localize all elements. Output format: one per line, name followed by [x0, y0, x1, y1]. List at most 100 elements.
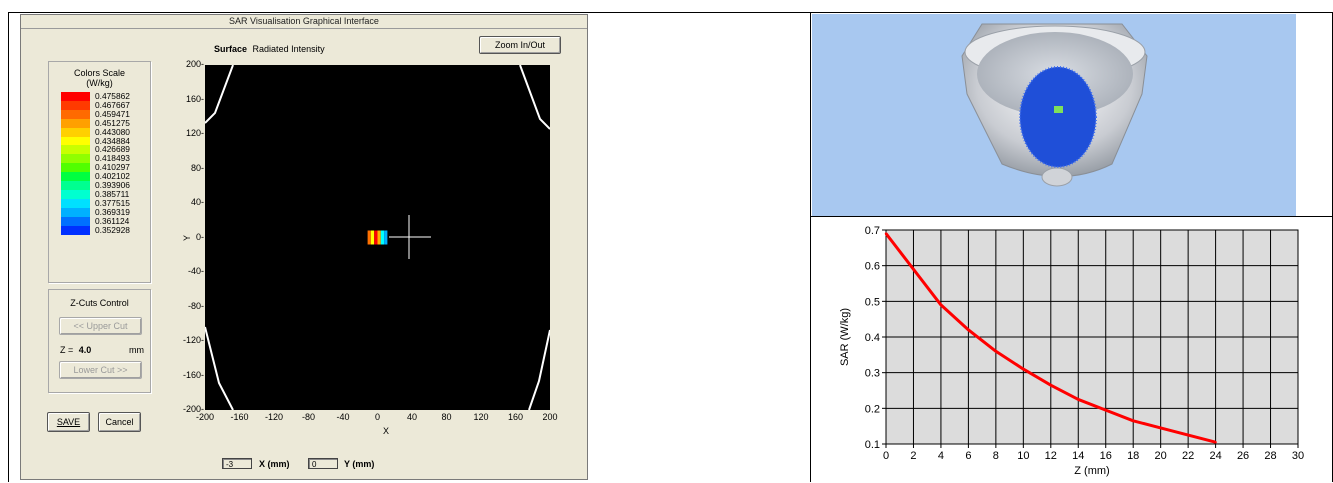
surface-x-tick: -120: [264, 412, 283, 422]
x-tick-label: 14: [1072, 450, 1084, 462]
color-scale-value: 0.377515: [95, 197, 130, 208]
hotspot-band: [380, 230, 385, 245]
color-scale-entry: 0.459471: [49, 108, 149, 119]
y-coord-field[interactable]: 0: [308, 458, 338, 469]
color-scale-title: Colors Scale: [73, 68, 126, 78]
x-tick-label: 18: [1127, 450, 1139, 462]
color-swatch: [61, 118, 90, 128]
phantom-outline-right-bottom: [528, 329, 550, 410]
color-swatch: [61, 163, 90, 173]
sar-data-point: [1049, 383, 1052, 387]
surface-x-tick: 160: [507, 412, 524, 422]
phantom-outline-left-bottom: [205, 326, 234, 410]
color-scale-entry: 0.361124: [49, 215, 149, 226]
y-tick-label: 0.3: [865, 368, 880, 380]
x-axis-label: X: [383, 426, 390, 436]
color-scale-unit: (W/kg): [86, 78, 113, 88]
color-scale-entry: 0.443080: [49, 127, 149, 137]
surface-y-tick: -160-: [182, 369, 204, 380]
lower-cut-button[interactable]: Lower Cut >>: [59, 361, 142, 379]
chart-y-axis-label: SAR (W/kg): [839, 308, 851, 366]
surface-y-tick: -120-: [182, 335, 204, 345]
sar-data-point: [1022, 367, 1025, 371]
color-scale-entry: 0.369319: [49, 206, 149, 217]
color-scale-value: 0.475862: [95, 91, 130, 101]
x-coord-field[interactable]: -3: [222, 458, 252, 469]
upper-cut-button[interactable]: << Upper Cut: [59, 317, 142, 335]
color-scale-value: 0.467667: [95, 99, 130, 110]
color-scale-value: 0.459471: [95, 108, 130, 119]
color-scale-entry: 0.434884: [49, 136, 149, 146]
sar-data-point: [912, 268, 915, 271]
color-scale-entry: 0.352928: [49, 224, 149, 235]
color-scale-value: 0.361124: [95, 215, 130, 226]
sar-data-point: [884, 232, 888, 235]
y-tick-label: 0.4: [865, 332, 880, 344]
color-swatch: [61, 189, 90, 199]
color-scale-entry: 0.410297: [49, 162, 149, 173]
color-scale-value: 0.451275: [95, 117, 130, 128]
color-scale-entry: 0.402102: [49, 171, 149, 182]
color-swatch: [61, 198, 90, 208]
color-swatch: [61, 92, 90, 101]
surface-x-tick: 200: [542, 412, 558, 422]
zcuts-panel: Z-Cuts Control << Upper Cut Z = 4.0 mm L…: [48, 289, 151, 393]
color-swatch: [61, 154, 90, 164]
plot-heading-type: Radiated Intensity: [252, 44, 325, 54]
x-tick-label: 6: [965, 450, 971, 462]
color-scale-value: 0.393906: [95, 180, 130, 190]
surface-x-tick: 0: [374, 412, 380, 422]
color-scale-value: 0.418493: [95, 153, 130, 164]
color-scale-entry: 0.418493: [49, 153, 149, 164]
color-swatch: [61, 100, 90, 110]
sar-data-point: [1132, 419, 1135, 423]
y-tick-label: 0.7: [865, 225, 880, 237]
phantom-3d-view[interactable]: [812, 14, 1296, 216]
save-button[interactable]: SAVE: [47, 412, 90, 432]
hotspot-band: [367, 230, 371, 245]
color-scale-entry: 0.426689: [49, 145, 149, 155]
x-tick-label: 16: [1100, 450, 1112, 462]
color-scale-entry: 0.393906: [49, 181, 149, 190]
y-tick-label: 0.6: [865, 261, 880, 273]
x-tick-label: 26: [1237, 450, 1249, 462]
surface-x-tick: 80: [441, 412, 452, 422]
x-tick-label: 4: [938, 450, 944, 462]
cancel-button[interactable]: Cancel: [98, 412, 141, 432]
sar-data-point: [1159, 426, 1162, 430]
sar-data-point: [1214, 441, 1217, 444]
y-tick-label: 0.5: [865, 296, 880, 308]
surface-y-tick: 120-: [185, 128, 204, 138]
phantom-foot: [1041, 167, 1073, 187]
color-swatch: [61, 216, 90, 226]
sar-data-point: [1186, 433, 1190, 437]
surface-y-tick: 0-: [195, 231, 204, 242]
color-swatch: [61, 109, 90, 119]
color-scale-entry: 0.451275: [49, 117, 149, 128]
zoom-button[interactable]: Zoom In/Out: [479, 36, 561, 54]
hotspot-band: [374, 230, 378, 245]
x-tick-label: 0: [883, 450, 889, 462]
color-scale-entry: 0.377515: [49, 197, 149, 208]
color-scale-value: 0.352928: [95, 224, 130, 235]
save-label: SAVE: [56, 417, 81, 427]
color-scale-panel: Colors Scale (W/kg) 0.475862 0.467667 0.45…: [48, 61, 151, 283]
surface-plot[interactable]: [205, 65, 550, 410]
zcuts-title: Z-Cuts Control: [70, 298, 129, 308]
sar-data-point: [994, 350, 998, 353]
y-tick-label: 0.2: [865, 403, 880, 415]
color-swatch: [61, 145, 90, 155]
color-scale-value: 0.410297: [95, 162, 130, 173]
color-scale-value: 0.402102: [95, 171, 130, 182]
color-swatch: [61, 136, 90, 146]
x-tick-label: 22: [1182, 450, 1194, 462]
surface-x-tick: -40: [336, 412, 350, 422]
sar-z-chart: 0 2 4 6 8 10 12 14 16 18 20 22 24 26 28 30 0.7 0.6 0.5 0.4 0…: [812, 218, 1321, 480]
color-swatch: [61, 225, 90, 235]
surface-y-tick: 40-: [190, 197, 204, 207]
color-swatch: [61, 172, 90, 182]
surface-x-tick: 40: [406, 412, 417, 422]
color-scale-value: 0.369319: [95, 206, 130, 217]
sar-3d-hotspot: [1054, 106, 1063, 113]
color-swatch: [61, 181, 90, 190]
